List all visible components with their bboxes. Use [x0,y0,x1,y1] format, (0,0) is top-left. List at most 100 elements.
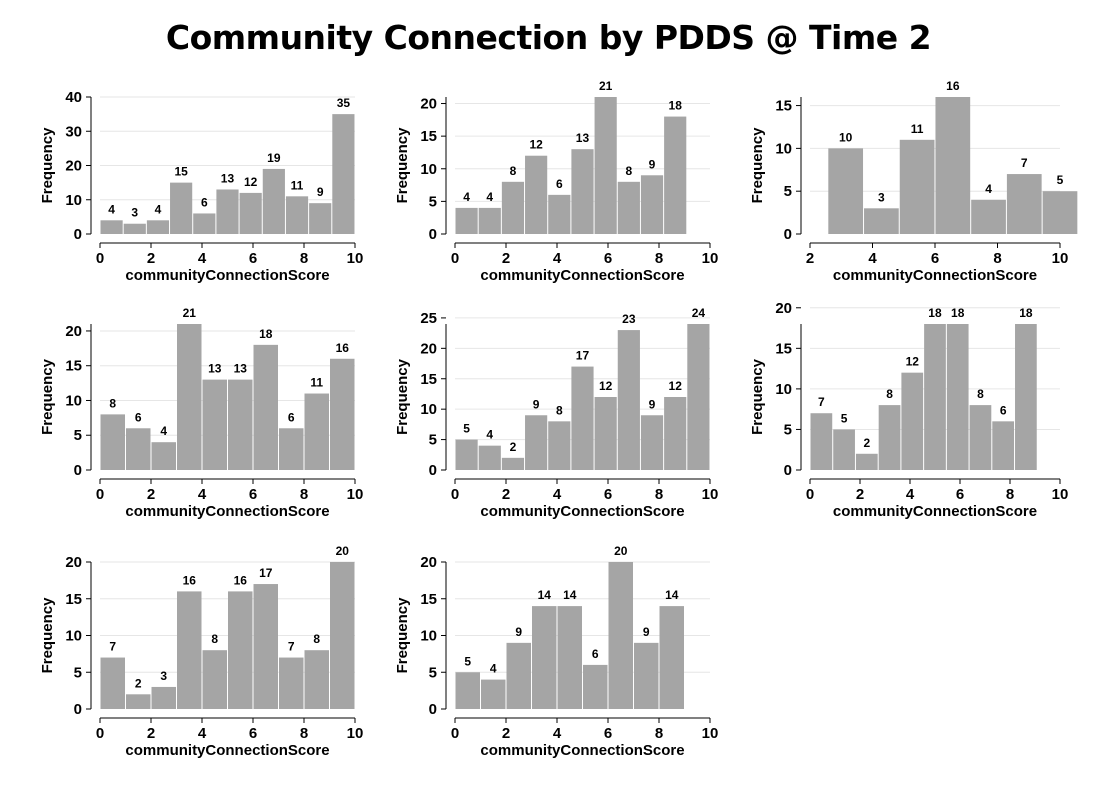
p4-bar-label-8: 6 [288,410,295,424]
p6-y-tick-label-10: 10 [775,381,792,398]
p4-bar-label-3: 4 [160,424,167,438]
p1-y-tick-label-20: 20 [65,158,82,175]
histogram-panel-8: 5 4 9 14 14 6 20 9 14 0 5 10 15 20 0 2 4 6 8 10 communityCon… [394,544,718,759]
p4-bar-label-6: 13 [234,362,248,376]
p5-y-axis-title: Frequency [394,358,411,435]
p4-y-tick-label-10: 10 [65,392,82,409]
p4-x-axis-title: communityConnectionScore [125,503,329,520]
p4-bar-9 [304,393,329,470]
p4-bar-label-2: 6 [135,410,142,424]
p1-bar-label-9: 11 [291,178,304,192]
p7-x-tick-label-4: 4 [198,725,207,742]
p4-bar-2 [126,428,151,470]
p8-y-axis-title: Frequency [394,597,411,674]
p5-bar-5 [548,421,571,470]
p3-y-tick-label-15: 15 [775,98,792,115]
p2-y-axis-title: Frequency [394,127,411,204]
histogram-panel-6: 7 5 2 8 12 18 18 8 6 18 0 5 10 15 20 0 2 4 6 8 10 communityCo… [749,300,1068,520]
p5-x-tick-label-4: 4 [553,486,562,503]
p8-bar-7 [608,562,633,709]
p8-bar-label-9: 14 [665,588,679,602]
p1-y-tick-label-30: 30 [65,123,82,140]
p3-y-tick-label-0: 0 [784,226,792,243]
p7-y-axis-title: Frequency [39,597,56,674]
p1-y-tick-label-10: 10 [65,192,82,209]
p8-bar-3 [506,642,531,709]
p3-bar-label-6: 7 [1021,156,1028,170]
p5-x-tick-label-10: 10 [702,486,719,503]
p1-x-tick-label-2: 2 [147,250,155,267]
p7-x-tick-label-6: 6 [249,725,257,742]
p5-bar-4 [525,415,548,470]
p7-y-tick-label-0: 0 [74,701,82,718]
p3-y-tick-label-5: 5 [784,183,792,200]
p1-bar-label-5: 6 [201,195,208,209]
p7-x-axis-title: communityConnectionScore [125,742,329,759]
p5-bar-label-8: 23 [622,312,636,326]
p3-bar-label-7: 5 [1057,173,1064,187]
p2-x-tick-label-6: 6 [604,250,612,267]
p5-bar-9 [640,415,664,470]
p3-bar-5 [971,199,1006,234]
p1-bar-label-1: 4 [108,202,115,216]
p7-bar-label-10: 20 [336,544,350,558]
p4-bar-4 [177,324,202,470]
p6-bar-9 [992,421,1015,470]
p2-bar-label-8: 8 [626,164,633,178]
p1-bar-8 [262,168,285,234]
histogram-panel-4: 8 6 4 21 13 13 18 6 11 16 0 5 10 15 20 0 2 4 6 8 10 community… [39,306,363,520]
p1-bar-label-10: 9 [317,185,324,199]
p1-bar-label-8: 19 [267,151,281,165]
p4-bar-5 [202,379,227,470]
p4-y-tick-label-0: 0 [74,462,82,479]
p3-y-tick-label-10: 10 [775,140,792,157]
p2-y-tick-label-0: 0 [429,226,437,243]
p1-bar-label-3: 4 [155,202,162,216]
p3-bar-label-4: 16 [946,79,960,93]
p5-x-tick-label-8: 8 [655,486,663,503]
p6-y-tick-label-0: 0 [784,462,792,479]
p8-y-tick-label-0: 0 [429,701,437,718]
p4-bar-label-4: 21 [183,306,197,320]
p3-bar-4 [935,97,971,234]
p5-x-tick-label-2: 2 [502,486,510,503]
p2-y-tick-label-15: 15 [420,128,437,145]
p1-bar-label-11: 35 [337,96,351,110]
p2-bar-label-10: 18 [669,99,683,113]
p2-x-tick-label-2: 2 [502,250,510,267]
p3-x-tick-label-4: 4 [868,250,877,267]
p1-bar-label-2: 3 [131,206,138,220]
p5-x-tick-label-6: 6 [604,486,612,503]
p4-x-tick-label-2: 2 [147,486,155,503]
p7-bar-label-2: 2 [135,676,142,690]
p4-bar-6 [228,379,253,470]
p2-bar-6 [571,149,594,234]
p8-x-tick-label-2: 2 [502,725,510,742]
p2-bar-8 [617,181,640,234]
p1-y-tick-label-40: 40 [65,89,82,106]
p3-bar-label-3: 11 [911,122,924,136]
p6-x-tick-label-0: 0 [806,486,814,503]
p4-bar-3 [151,442,176,470]
figure-title: Community Connection by PDDS @ Time 2 [165,18,932,57]
p6-bar-label-6: 18 [928,306,942,320]
p4-x-tick-label-8: 8 [300,486,308,503]
p6-x-tick-label-8: 8 [1006,486,1014,503]
p1-bar-7 [239,192,262,234]
p4-bar-10 [330,358,355,470]
p7-x-tick-label-2: 2 [147,725,155,742]
p1-bar-2 [123,223,146,234]
p2-bar-4 [525,155,548,234]
p6-bar-1 [810,413,833,470]
p5-bar-label-3: 2 [510,440,517,454]
p7-bar-6 [228,591,253,709]
p3-x-tick-label-8: 8 [993,250,1001,267]
p7-bar-7 [253,584,278,709]
p3-bar-6 [1006,174,1042,234]
p1-y-axis-title: Frequency [39,127,56,204]
p2-y-tick-label-5: 5 [429,193,437,210]
p5-bar-7 [594,397,617,470]
p5-x-tick-label-0: 0 [451,486,459,503]
p6-y-tick-label-5: 5 [784,421,792,438]
